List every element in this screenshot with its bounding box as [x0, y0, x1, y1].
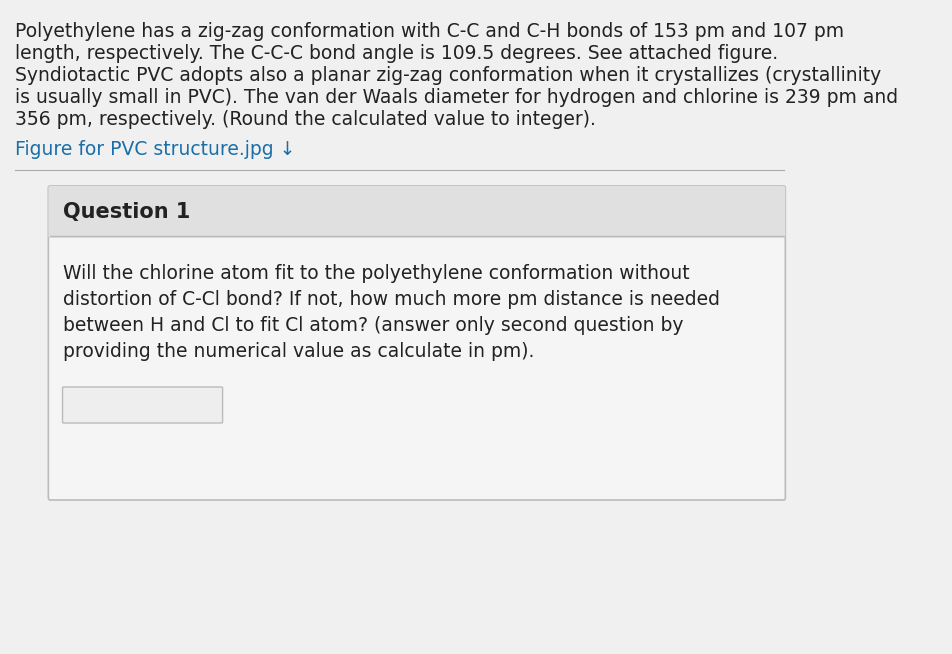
Text: distortion of C-Cl bond? If not, how much more pm distance is needed: distortion of C-Cl bond? If not, how muc… — [63, 290, 720, 309]
Text: Syndiotactic PVC adopts also a planar zig-zag conformation when it crystallizes : Syndiotactic PVC adopts also a planar zi… — [15, 66, 881, 85]
FancyBboxPatch shape — [49, 186, 784, 500]
Text: 356 pm, respectively. (Round the calculated value to integer).: 356 pm, respectively. (Round the calcula… — [15, 110, 595, 129]
Text: providing the numerical value as calculate in pm).: providing the numerical value as calcula… — [63, 342, 534, 361]
FancyBboxPatch shape — [49, 186, 784, 238]
Text: Figure for PVC structure.jpg ↓: Figure for PVC structure.jpg ↓ — [15, 140, 295, 159]
Text: between H and Cl to fit Cl atom? (answer only second question by: between H and Cl to fit Cl atom? (answer… — [63, 316, 684, 335]
FancyBboxPatch shape — [63, 387, 223, 423]
Text: Polyethylene has a zig-zag conformation with C-C and C-H bonds of 153 pm and 107: Polyethylene has a zig-zag conformation … — [15, 22, 843, 41]
Text: Will the chlorine atom fit to the polyethylene conformation without: Will the chlorine atom fit to the polyet… — [63, 264, 689, 283]
Text: length, respectively. The C-C-C bond angle is 109.5 degrees. See attached figure: length, respectively. The C-C-C bond ang… — [15, 44, 778, 63]
Text: is usually small in PVC). The van der Waals diameter for hydrogen and chlorine i: is usually small in PVC). The van der Wa… — [15, 88, 897, 107]
Text: Question 1: Question 1 — [63, 202, 190, 222]
